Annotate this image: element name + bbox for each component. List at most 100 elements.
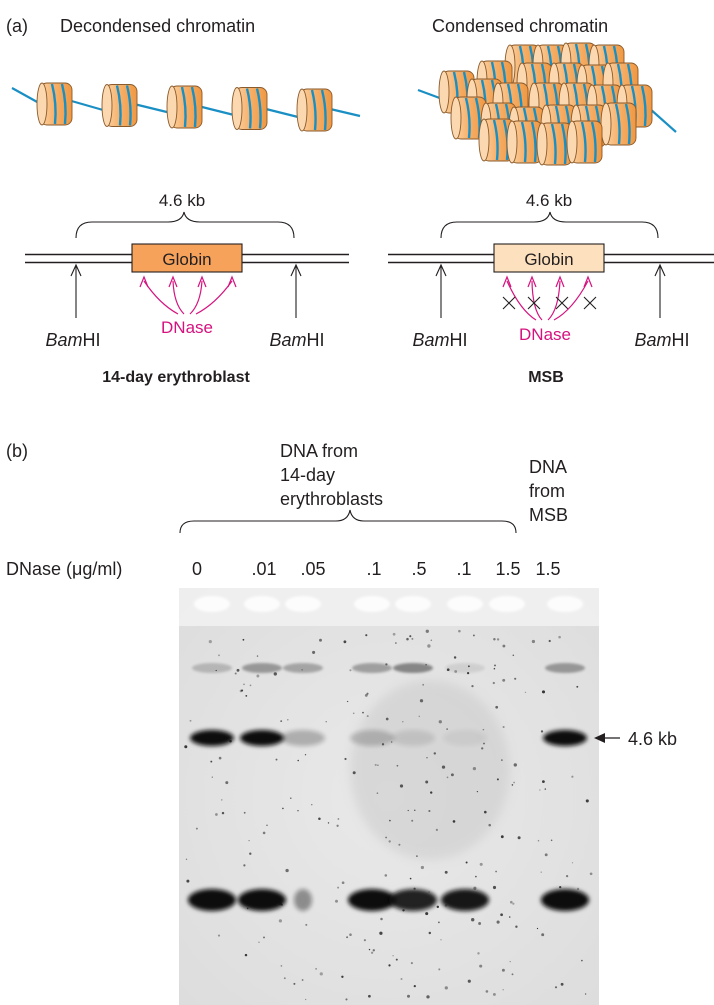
nucleosome [36,82,73,126]
gel-speckle [531,639,536,644]
gel-speckle [479,862,483,866]
gel-speckle [512,654,515,657]
gel-smear [350,680,510,860]
gel-bands [188,663,589,911]
decondensed-chromatin [11,82,361,132]
gel-speckle [388,840,391,843]
gel-speckle [377,764,379,766]
gel-speckle [565,874,569,878]
gel-speckle [280,720,283,722]
gel-band-top [352,663,392,673]
gel-speckle [438,921,440,924]
gel-wells [194,596,583,612]
gel-speckle [256,655,259,657]
gel-speckle [430,791,433,794]
gel-speckle [362,711,364,714]
gel-speckle [418,715,421,718]
gel-speckle [453,656,457,659]
gel-speckle [589,872,593,876]
gel-band-4.6kb [543,730,587,746]
gel-speckle [344,757,347,761]
gel-speckle [493,637,496,641]
bamhi-arrowhead-right-2 [654,263,666,277]
gel-image [179,588,599,1005]
gel-band-bottom [238,889,286,911]
cell-label-erythroblast: 14-day erythroblast [102,369,250,386]
gel-speckle [195,827,198,830]
gel-speckle [496,778,499,781]
group-brace-erythroblast [179,509,517,534]
lane-label: .5 [411,559,426,579]
gel-speckle [185,858,188,860]
gel-band-4.6kb [350,730,394,746]
gel-well [285,596,321,612]
group-label-erythroblast-line2: 14-day [280,465,335,485]
gel-smear-cloud [350,680,510,860]
globin-gene-right [493,243,605,273]
bamhi-arrowhead-left-2 [290,263,302,277]
gel-speckle [444,986,448,990]
gel-speckle [349,669,352,672]
gel-speckle [368,948,371,951]
gel-speckle [406,994,411,998]
gel-speckle [290,797,292,799]
gel-speckle [319,638,322,642]
nucleosome [536,122,573,166]
gel-speckle [287,718,289,721]
gel-speckle [396,764,399,767]
gel-speckle [515,925,518,928]
gel-speckle [472,766,477,771]
gel-band-4.6kb [281,730,325,746]
gel-speckle [471,918,475,922]
gel-band-bottom [188,889,236,911]
gel-speckle [446,728,448,730]
gel-speckle [189,719,192,722]
gel-speckle [241,689,244,692]
gel-speckle [502,678,506,682]
gel-speckle [481,747,484,750]
gel-speckle [425,780,429,784]
gel-speckle [364,694,368,697]
globin-label-right: Globin [524,250,573,269]
gel-speckle [541,933,545,937]
gel-speckle [484,810,487,814]
lane-label: 1.5 [535,559,560,579]
gel-speckle [245,694,248,697]
gel-speckle [208,640,212,644]
gel-speckle [248,839,250,842]
gel-speckle [218,756,222,760]
gel-speckle [540,730,544,733]
gel-speckle [438,720,442,724]
gel-speckle [548,639,551,643]
gel-speckle [242,638,245,641]
gel-speckle [244,953,248,957]
gel-speckle [510,900,513,904]
gel-speckle [349,933,352,936]
gel-speckle [315,967,318,970]
gel-speckle [433,752,437,755]
group-label-msb-line3: MSB [529,505,568,525]
gel-well [244,596,280,612]
gel-speckle [262,831,266,835]
gel-speckle [210,760,213,763]
gel-speckle [345,998,348,1001]
nucleosome [231,87,268,130]
gel-speckle [581,959,583,962]
nucleosome [101,84,138,127]
gel-speckle [218,654,220,657]
gel-speckle [352,712,355,715]
gel-speckle [211,776,213,778]
gel-speckle [426,757,428,759]
gel-speckle [363,939,366,942]
gel-speckle [517,836,521,840]
globin-gene-left [131,243,243,273]
bamhi-arrowhead-right-1 [435,263,447,277]
gel-speckle [376,792,379,794]
gel-speckle [215,813,218,816]
dnase-blocked-arrow [502,275,537,321]
gel-speckle [494,664,496,667]
gel-speckle [542,780,545,783]
gel-band-bottom [541,889,589,911]
gel-speckle [576,685,579,688]
dnase-blocked-arrow [547,275,569,321]
